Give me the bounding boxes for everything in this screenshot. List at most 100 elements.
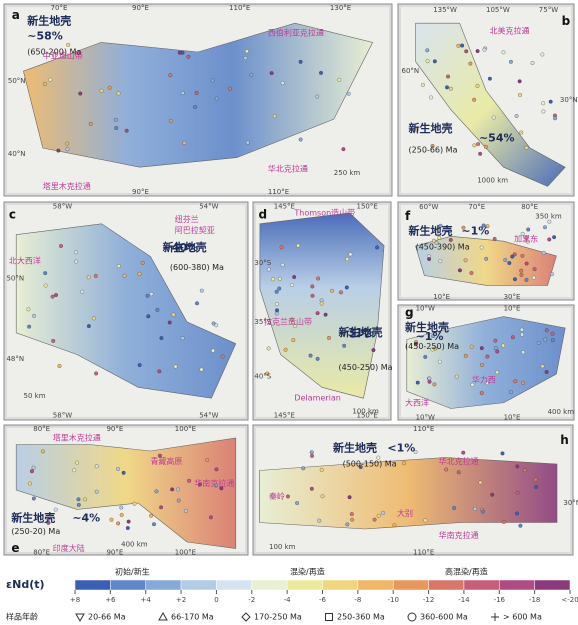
sample-dot — [109, 517, 114, 522]
sample-dot — [183, 508, 188, 513]
coordinate-label: 90°E — [132, 4, 149, 12]
place-label: 中亚造山带 — [43, 50, 83, 60]
sample-dot — [339, 290, 343, 295]
sample-dot — [524, 277, 529, 282]
sample-dot — [517, 79, 522, 84]
sample-dot — [315, 311, 320, 316]
sample-dot — [503, 258, 508, 263]
legend-group: 高混染/再造 — [445, 567, 488, 577]
sample-dot — [269, 71, 274, 76]
color-swatch — [463, 579, 500, 591]
sample-dot — [507, 261, 512, 265]
place-label: 青藏高原 — [150, 456, 182, 466]
sample-dot — [501, 50, 506, 55]
scale-label: -8 — [354, 596, 361, 604]
place-label: 100 km — [269, 543, 296, 551]
sample-dot — [78, 91, 83, 96]
crust-percent: ~1% — [461, 224, 489, 237]
sample-dot — [430, 144, 435, 148]
sample-dot — [116, 91, 121, 96]
sample-dot — [520, 253, 525, 258]
sample-dot — [346, 91, 351, 96]
coordinate-label: 10°W — [416, 304, 435, 312]
scale-label: -12 — [423, 596, 434, 604]
sample-dot — [519, 268, 524, 273]
age-range: (600-380) Ma — [170, 263, 224, 272]
sample-dot — [547, 237, 552, 242]
sample-dot — [277, 286, 282, 291]
coordinate-label: 48°N — [6, 355, 24, 363]
sample-dot — [168, 118, 173, 123]
place-label: 北大西洋 — [9, 255, 41, 265]
sample-dot — [145, 293, 150, 298]
sample-dot — [484, 381, 489, 386]
coordinate-label: 110°E — [413, 425, 434, 433]
sample-dot — [415, 380, 420, 385]
sample-dot — [472, 143, 477, 148]
sample-dot — [266, 346, 271, 351]
sample-dot — [157, 369, 162, 374]
sample-dot — [27, 324, 32, 329]
coordinate-label: 150°E — [357, 202, 378, 210]
coordinate-label: 90°E — [106, 548, 123, 556]
sample-dot — [40, 449, 45, 454]
sample-dot — [350, 517, 355, 522]
scale-label: -18 — [529, 596, 540, 604]
scale-label: -14 — [458, 596, 470, 604]
coordinate-label: 40°S — [254, 372, 271, 380]
sample-dot — [464, 49, 469, 54]
sample-dot — [182, 140, 187, 145]
place-label: 250 km — [334, 169, 361, 177]
coordinate-label: 150°E — [357, 412, 378, 420]
sample-dot — [479, 391, 484, 396]
sample-dot — [402, 461, 407, 466]
sample-dot — [392, 523, 397, 528]
coordinate-label: 90°E — [132, 188, 149, 196]
sample-dot — [515, 511, 519, 516]
sample-dot — [43, 271, 48, 276]
sample-dot — [293, 324, 297, 329]
sample-dot — [548, 99, 553, 104]
sample-dot — [500, 451, 505, 456]
place-label: 1000 km — [477, 177, 508, 185]
sample-dot — [290, 283, 295, 287]
sample-dot — [485, 354, 490, 359]
sample-dot — [495, 349, 500, 354]
color-swatch — [428, 579, 465, 591]
age-range: (250-20) Ma — [11, 527, 60, 536]
sample-dot — [180, 336, 185, 341]
age-label: 66-170 Ma — [171, 613, 214, 622]
sample-dot — [275, 308, 279, 313]
coordinate-label: 110°E — [413, 548, 434, 556]
panel-letter: c — [9, 208, 16, 222]
scale-label: +2 — [176, 596, 186, 604]
coordinate-label: 60°N — [402, 67, 420, 75]
sample-dot — [319, 468, 324, 472]
color-swatch — [534, 579, 571, 591]
sample-dot — [434, 240, 439, 245]
sample-dot — [431, 334, 435, 339]
sample-dot — [457, 268, 462, 273]
sample-dot — [341, 147, 346, 152]
color-swatch — [392, 579, 429, 591]
sample-dot — [32, 313, 37, 318]
sample-dot — [176, 487, 181, 492]
sample-dot — [448, 237, 453, 242]
color-swatch — [499, 579, 535, 591]
place-label: 印度大陆 — [53, 543, 85, 553]
sample-dot — [86, 324, 91, 329]
color-swatch — [145, 579, 182, 591]
sample-dot — [414, 127, 419, 132]
sample-dot — [72, 468, 77, 473]
place-label: 纽芬兰 — [175, 214, 199, 224]
sample-dot — [308, 353, 313, 358]
sample-dot — [445, 85, 449, 90]
sample-dot — [520, 332, 525, 337]
sample-dot — [350, 334, 355, 339]
sample-dot — [310, 453, 314, 458]
sample-dot — [152, 522, 156, 527]
sample-dot — [149, 292, 154, 297]
sample-dot — [124, 128, 129, 133]
